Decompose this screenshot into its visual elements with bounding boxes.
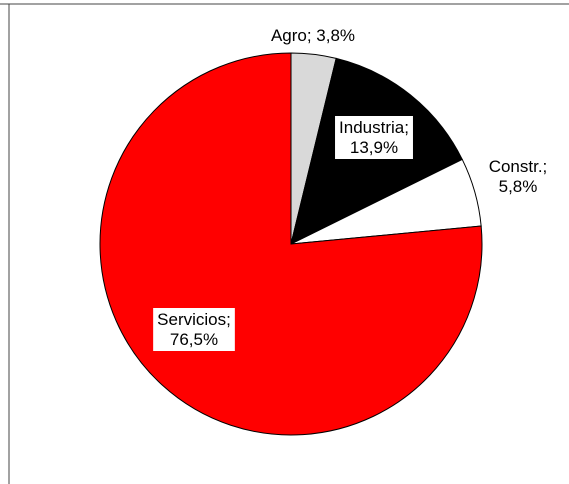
slice-label-line1: Constr.;: [489, 157, 548, 176]
pie-slices: [99, 52, 483, 436]
slice-label-agro: Agro; 3,8%: [271, 26, 355, 45]
slice-label-line1: Industria;: [339, 118, 409, 137]
slice-label-industria: Industria;13,9%: [335, 116, 413, 159]
slice-label-servicios: Servicios;76,5%: [153, 308, 235, 351]
label-background: [335, 116, 413, 159]
slice-label-line1: Servicios;: [157, 310, 231, 329]
slice-label-constr: Constr.;5,8%: [489, 157, 548, 196]
pie-labels: Agro; 3,8% Industria;13,9% Constr.;5,8% Ser…: [153, 26, 547, 351]
slice-label-line2: 13,9%: [350, 138, 398, 157]
slice-label-line2: 5,8%: [499, 177, 538, 196]
slice-label-line2: 76,5%: [170, 330, 218, 349]
slice-label-line1: Agro; 3,8%: [271, 26, 355, 45]
label-background: [153, 308, 235, 351]
